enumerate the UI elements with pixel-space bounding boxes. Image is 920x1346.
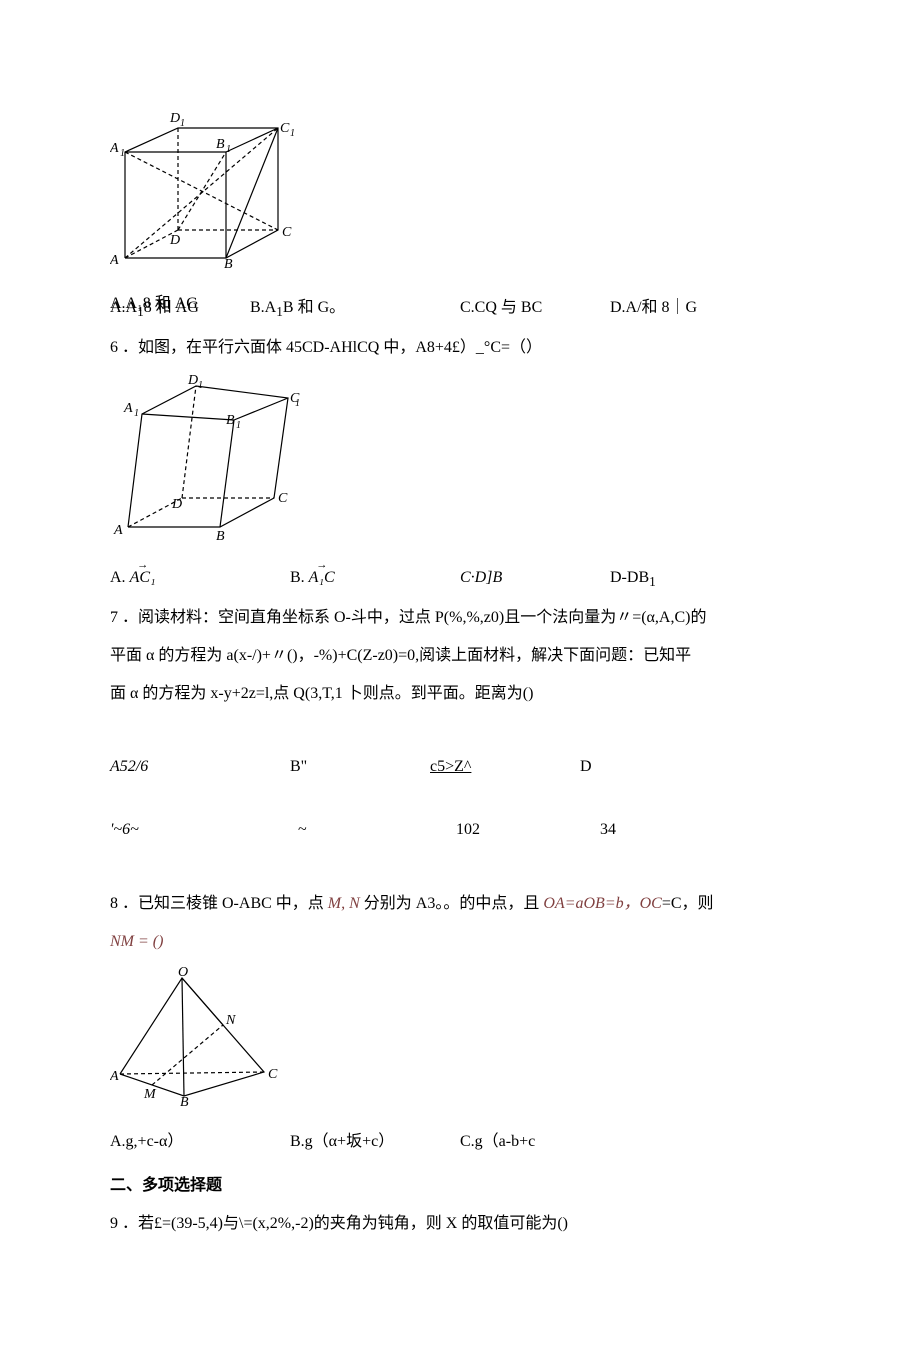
q7-b2: ~ [290, 820, 430, 841]
q8-stem-1: 8 ．已知三棱锥 O-ABC 中，点 M, N 分别为 A3。。的中点，且 OA… [110, 888, 810, 920]
svg-text:O: O [178, 966, 188, 980]
q7-stem-2: 平面 α 的方程为 a(x-/)+〃()，-%)+C(Z-z0)=0,阅读上面材… [110, 640, 810, 672]
svg-text:1: 1 [134, 408, 139, 419]
q8-stem-2: NM = () [110, 926, 810, 958]
svg-text:A: A [110, 1069, 119, 1084]
q9-stem: 9 ．若£=(39-5,4)与\=(x,2%,-2)的夹角为钝角，则 X 的取值… [110, 1208, 810, 1240]
svg-text:1: 1 [290, 128, 295, 139]
q7-d2: 34 [580, 820, 680, 841]
svg-text:C: C [282, 225, 292, 240]
svg-text:1: 1 [226, 144, 231, 155]
q5-opt-d: D.A/和 8｜G [610, 292, 697, 326]
svg-text:B: B [216, 529, 225, 542]
q7-c2: 102 [430, 820, 580, 841]
q8-opt-b: B.g（α+坂+c） [290, 1126, 460, 1158]
svg-text:1: 1 [180, 118, 185, 129]
q5-opt-a-span: A.A18 和 AG [110, 292, 250, 326]
svg-text:D: D [169, 233, 180, 248]
svg-text:C: C [268, 1067, 278, 1082]
svg-text:B: B [216, 137, 225, 152]
q7-a2: '~6~ [110, 820, 290, 841]
svg-text:D: D [169, 111, 180, 126]
svg-text:N: N [225, 1013, 236, 1028]
q6-options: A. AC₁ B. A₁C C·D]B D-DB1 [110, 562, 810, 596]
q6-opt-b: B. A₁C [290, 562, 460, 596]
q7-options: A52/6 '~6~ B" ~ c5>Z^ 102 D 34 [110, 716, 810, 882]
svg-text:D: D [171, 497, 182, 512]
q5-opt-c: C.CQ 与 BC [460, 292, 610, 326]
q7-b1: B" [290, 757, 430, 778]
q6-opt-a: A. AC₁ [110, 562, 290, 596]
q7-stem-1: 7 ．阅读材料：空间直角坐标系 O-斗中，过点 P(%,%,z0)且一个法向量为… [110, 602, 810, 634]
q5-opt-b-span: B.A1B 和 G。 [250, 292, 460, 326]
svg-text:1: 1 [198, 380, 203, 391]
q6-opt-d: D-DB1 [610, 562, 656, 596]
svg-text:M: M [143, 1087, 157, 1102]
q7-d1: D [580, 757, 680, 778]
svg-text:A: A [110, 141, 119, 156]
svg-text:1: 1 [120, 148, 125, 159]
svg-text:1: 1 [236, 420, 241, 431]
q6-figure: D1 C1 B1 A1 D C B A [110, 372, 810, 554]
svg-text:A: A [113, 523, 123, 538]
q8-opt-a: A.g,+c-α） [110, 1126, 290, 1158]
q8-figure: O N A M B C [110, 966, 810, 1118]
svg-text:A: A [110, 253, 119, 268]
svg-text:B: B [224, 257, 233, 268]
svg-text:C: C [278, 491, 288, 506]
q6-stem: 6 ．如图，在平行六面体 45CD-AHlCQ 中，A8+4£）_°C=（） [110, 332, 810, 364]
svg-text:1: 1 [295, 398, 300, 409]
svg-text:B: B [180, 1095, 189, 1106]
svg-text:C: C [280, 121, 290, 136]
q8-options: A.g,+c-α） B.g（α+坂+c） C.g（a-b+c [110, 1126, 810, 1158]
section-2-heading: 二、多项选择题 [110, 1170, 810, 1202]
q7-c1: c5>Z^ [430, 757, 580, 778]
q8-opt-c: C.g（a-b+c [460, 1126, 535, 1158]
q7-stem-3: 面 α 的方程为 x-y+2z=l,点 Q(3,T,1 卜则点。到平面。距离为(… [110, 678, 810, 710]
q7-a1: A52/6 [110, 757, 290, 778]
q5-figure: D1 C1 B1 A1 D C B A [110, 108, 810, 280]
svg-text:B: B [226, 413, 235, 428]
q5-options-line: A.A18 和 AG B.A1B 和 G。 C.CQ 与 BC D.A/和 8｜… [110, 292, 810, 326]
q6-opt-c: C·D]B [460, 562, 610, 596]
svg-text:A: A [123, 401, 133, 416]
svg-text:D: D [187, 373, 198, 388]
